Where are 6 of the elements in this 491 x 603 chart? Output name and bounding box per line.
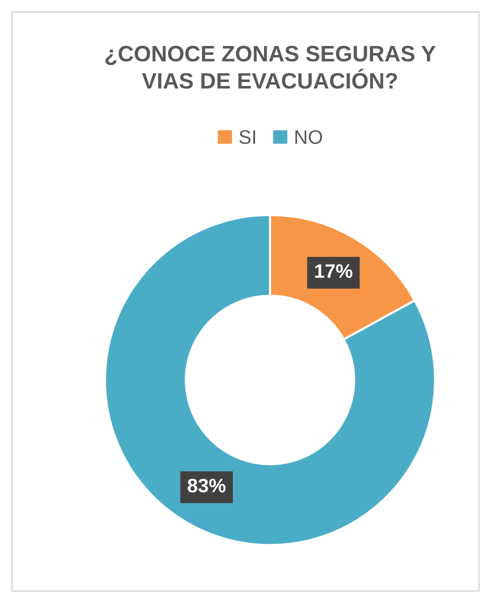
donut-slice bbox=[104, 214, 436, 546]
data-label: 17% bbox=[315, 264, 352, 278]
legend-label: NO bbox=[295, 130, 322, 144]
data-label: 83% bbox=[188, 478, 226, 493]
chart-title: ¿CONOCE ZONAS SEGURAS Y VIAS DE EVACUACIÓN? bbox=[105, 46, 436, 89]
legend-label: SI bbox=[239, 130, 256, 144]
